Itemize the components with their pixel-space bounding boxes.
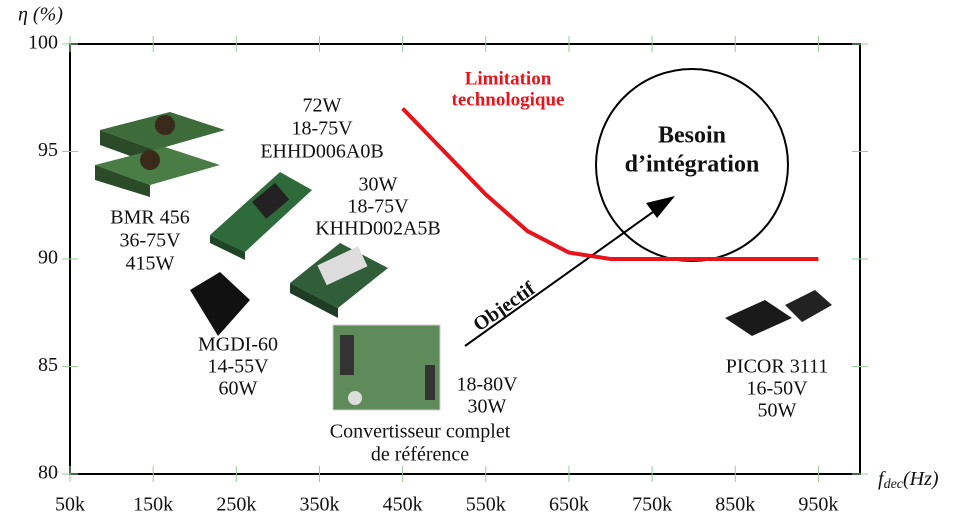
x-tick-label: 150k: [133, 494, 173, 516]
annotation: 60W: [219, 378, 258, 400]
x-tick-label: 850k: [715, 494, 755, 516]
annotation: 36-75V: [119, 230, 181, 252]
annotation: technologique: [452, 89, 565, 110]
annotation: 72W: [303, 95, 342, 117]
annotation: Convertisseur complet: [330, 421, 511, 443]
khhd-image: [290, 243, 388, 318]
x-label-rest: (Hz): [903, 468, 939, 490]
x-label-sub: dec: [884, 477, 904, 492]
annotation: Besoin: [658, 123, 726, 149]
annotation: 16-50V: [746, 378, 808, 400]
x-tick-label: 650k: [549, 494, 589, 516]
annotation: 415W: [126, 253, 175, 275]
objective-arrow: [464, 206, 661, 347]
annotation: 30W: [468, 396, 507, 418]
mgdi-image: [190, 272, 250, 336]
annotation: KHHD002A5B: [315, 218, 441, 240]
x-tick-label: 450k: [383, 494, 423, 516]
annotation: 50W: [758, 400, 797, 422]
y-tick-label: 90: [38, 247, 58, 269]
y-tick-label: 100: [28, 32, 58, 54]
x-axis-label: fdec(Hz): [878, 468, 939, 493]
annotation: 18-75V: [347, 196, 409, 218]
annotation: Limitation: [465, 68, 552, 89]
bmr-456-image: [95, 112, 225, 197]
annotation: de référence: [371, 444, 469, 466]
x-tick-label: 50k: [55, 494, 85, 516]
annotation: 18-75V: [291, 118, 353, 140]
annotation: 18-80V: [456, 374, 518, 396]
annotation: d’intégration: [625, 152, 760, 178]
x-tick-label: 550k: [466, 494, 506, 516]
annotation: MGDI-60: [198, 334, 278, 356]
annotation: Objectif: [469, 278, 539, 336]
y-tick-label: 95: [38, 139, 58, 161]
ehhd-image: [210, 172, 312, 260]
picor-image: [725, 290, 832, 336]
x-tick-label: 950k: [798, 494, 838, 516]
annotation: 30W: [359, 174, 398, 196]
annotation: BMR 456: [110, 207, 189, 229]
y-axis-label: η (%): [18, 4, 63, 26]
y-tick-label: 80: [38, 462, 58, 484]
annotation: 14-55V: [207, 356, 269, 378]
convertisseur-image: [332, 324, 441, 411]
annotation: EHHD006A0B: [260, 141, 383, 163]
limit-curve: [401, 107, 819, 261]
x-tick-label: 250k: [216, 494, 256, 516]
x-label-base: f: [878, 468, 886, 490]
x-tick-label: 350k: [299, 494, 339, 516]
annotation: PICOR 3111: [726, 356, 828, 378]
x-tick-label: 750k: [632, 494, 672, 516]
arrow-head: [646, 196, 675, 218]
y-tick-label: 85: [38, 354, 58, 376]
